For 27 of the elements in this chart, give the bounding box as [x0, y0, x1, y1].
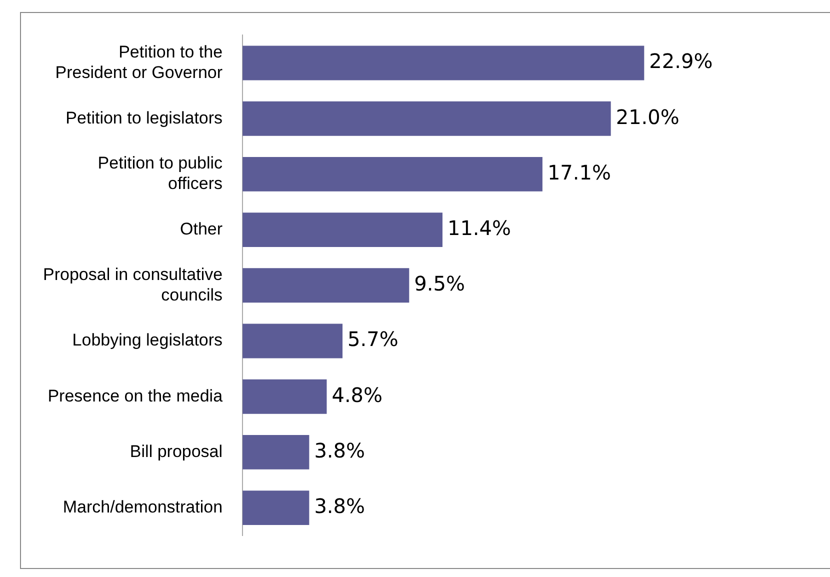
bar [242, 268, 410, 303]
y-tick-label: Presence on the media [48, 386, 224, 406]
data-label: 21.0% [616, 104, 680, 129]
y-tick-label: March/demonstration [62, 497, 223, 516]
bar [242, 324, 343, 358]
y-tick-label: Bill proposal [130, 442, 223, 461]
y-tick-label: Petition to public officers [98, 154, 224, 194]
bar [242, 101, 611, 136]
bar [242, 156, 542, 192]
data-label: 3.8% [314, 494, 366, 518]
data-label: 9.5% [414, 272, 465, 296]
y-tick-label: Petition to legislators [66, 108, 223, 128]
data-label: 17.1% [547, 160, 611, 184]
data-label: 5.7% [348, 327, 398, 352]
y-tick-label: Proposal in consultative councils [43, 264, 223, 304]
bar [242, 212, 442, 248]
data-label: 22.9% [649, 49, 713, 74]
bar [242, 434, 310, 470]
y-tick-label: Lobbying legislators [72, 330, 223, 350]
y-tick-label: Other [180, 219, 223, 238]
bar [242, 46, 644, 80]
bar [242, 379, 327, 414]
data-label: 4.8% [332, 382, 383, 407]
data-label: 11.4% [447, 216, 512, 240]
bar [242, 490, 310, 526]
y-tick-label: Petition to the President or Governor [55, 42, 223, 82]
data-label: 3.8% [314, 438, 366, 462]
